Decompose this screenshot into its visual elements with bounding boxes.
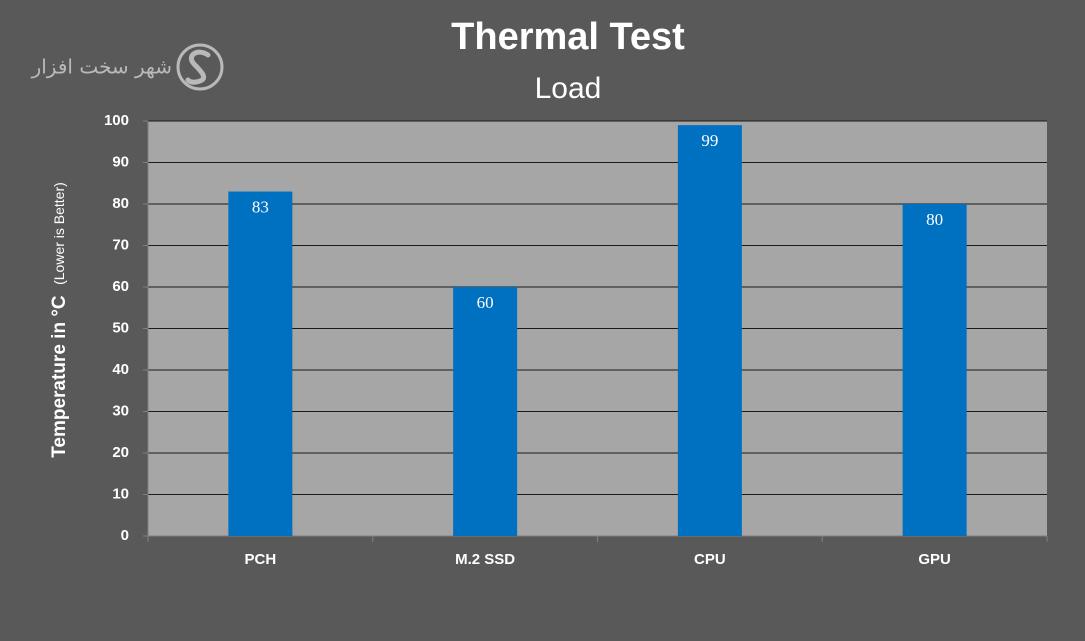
value-label: 80 bbox=[926, 210, 943, 229]
y-label-main: Temperature in °C bbox=[49, 295, 70, 458]
y-tick-label: 50 bbox=[112, 319, 129, 336]
y-tick-label: 40 bbox=[112, 361, 129, 378]
value-label: 60 bbox=[477, 293, 494, 312]
y-tick-label: 20 bbox=[112, 444, 129, 461]
y-tick-label: 0 bbox=[121, 527, 129, 544]
x-tick-label: CPU bbox=[694, 551, 726, 568]
x-tick-label: PCH bbox=[245, 551, 277, 568]
bar bbox=[902, 204, 967, 536]
chart-title: Thermal Test bbox=[451, 16, 685, 58]
logo-s bbox=[185, 49, 211, 85]
logo-ring bbox=[176, 43, 224, 91]
y-tick-label: 60 bbox=[112, 278, 129, 295]
y-label-note: (Lower is Better) bbox=[51, 182, 67, 285]
x-tick-label: GPU bbox=[918, 551, 951, 568]
watermark: شهر سخت افزار bbox=[31, 55, 172, 79]
bar bbox=[677, 125, 742, 537]
y-tick-label: 70 bbox=[112, 236, 129, 253]
value-label: 99 bbox=[701, 131, 718, 150]
y-tick-label: 90 bbox=[112, 153, 129, 170]
y-tick-label: 10 bbox=[112, 485, 129, 502]
bar bbox=[453, 287, 518, 536]
logo: شهر سخت افزار bbox=[31, 43, 224, 91]
bar bbox=[228, 191, 293, 537]
y-axis-label: Temperature in °C (Lower is Better) bbox=[49, 182, 70, 458]
y-tick-label: 30 bbox=[112, 402, 129, 419]
value-label: 83 bbox=[252, 197, 269, 216]
x-tick-label: M.2 SSD bbox=[455, 551, 515, 568]
chart-subtitle: Load bbox=[535, 72, 602, 105]
y-tick-label: 100 bbox=[104, 112, 129, 129]
y-tick-label: 80 bbox=[112, 195, 129, 212]
